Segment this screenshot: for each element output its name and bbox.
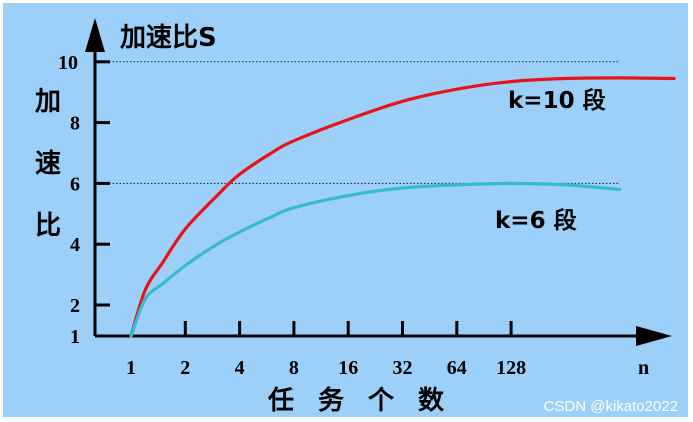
- y-axis-label-char: 比: [35, 211, 61, 241]
- series-label-k10: k=10 段: [508, 87, 606, 114]
- chart-background: [3, 3, 688, 417]
- x-axis-label-char: 任: [267, 386, 294, 416]
- x-tick-label-2: 2: [180, 357, 190, 379]
- series-line-1: [129, 181, 622, 338]
- x-tick-label-8: 8: [289, 357, 299, 379]
- y-tick-label-8: 8: [70, 113, 80, 135]
- x-tick-label-128: 128: [496, 357, 526, 379]
- y-axis-label-char: 加: [35, 87, 61, 117]
- x-tick-label-16: 16: [338, 357, 358, 379]
- y-tick-label-10: 10: [58, 52, 78, 74]
- x-axis-label-char: 数: [418, 386, 445, 416]
- x-tick-label-4: 4: [235, 357, 245, 379]
- y-axis-label-char: 速: [35, 149, 61, 179]
- x-axis-label-char: 务: [318, 386, 344, 416]
- chart-title: 加速比S: [120, 23, 217, 53]
- series-label-k6: k=6 段: [495, 207, 577, 234]
- x-tick-label-64: 64: [447, 357, 467, 379]
- x-axis-label-char: 个: [368, 386, 395, 416]
- y-tick-label-1: 1: [70, 326, 80, 348]
- x-axis-arrow: [636, 326, 672, 346]
- y-tick-label-4: 4: [70, 234, 80, 256]
- y-tick-label-2: 2: [70, 295, 80, 317]
- y-axis-arrow: [85, 18, 105, 52]
- x-arrow-label: n: [638, 357, 649, 379]
- series-line-0: [129, 76, 676, 338]
- x-tick-label-32: 32: [393, 357, 413, 379]
- y-tick-label-6: 6: [70, 173, 80, 195]
- x-tick-label-1: 1: [126, 357, 136, 379]
- watermark: CSDN @kikato2022: [544, 398, 678, 415]
